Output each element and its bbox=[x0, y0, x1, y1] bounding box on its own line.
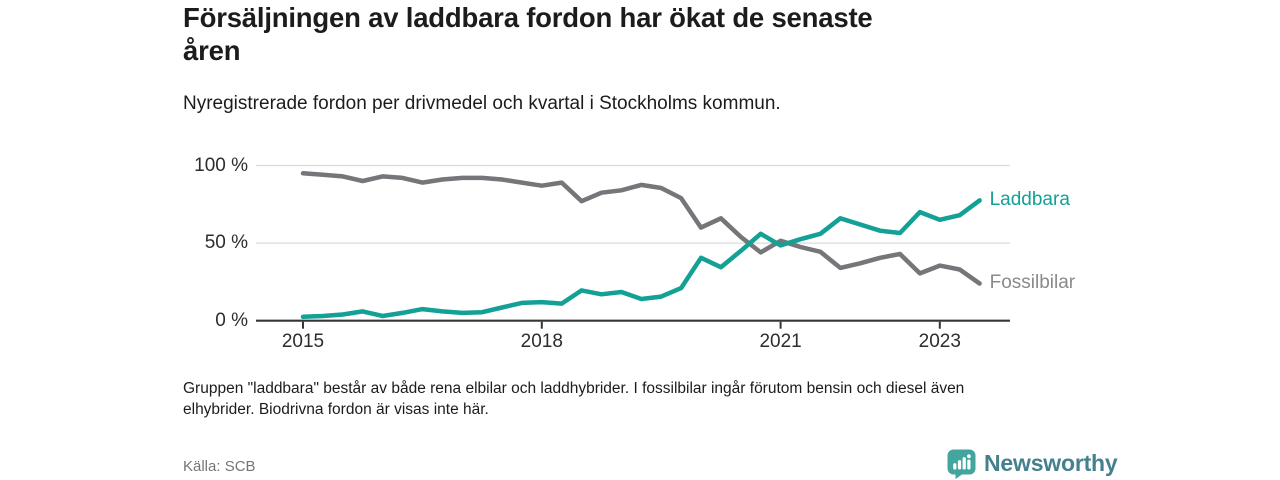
title-line-2: åren bbox=[183, 35, 241, 66]
series-line-laddbara bbox=[300, 198, 982, 320]
series-line-fossilbilar bbox=[300, 171, 982, 286]
chart-subtitle: Nyregistrerade fordon per drivmedel och … bbox=[183, 93, 781, 114]
y-tick-label-100: 100 % bbox=[194, 154, 248, 176]
newsworthy-wordmark: Newsworthy bbox=[984, 450, 1118, 476]
x-tick-label-2023: 2023 bbox=[918, 331, 961, 352]
y-tick-label-0: 0 % bbox=[215, 309, 248, 331]
title-line-1: Försäljningen av laddbara fordon har öka… bbox=[183, 2, 873, 33]
x-tick-label-2015: 2015 bbox=[281, 331, 325, 352]
footnote-line-2: elhybrider. Biodrivna fordon är visas in… bbox=[183, 401, 489, 418]
series-label-fossilbilar: Fossilbilar bbox=[989, 272, 1076, 294]
x-tick-label-2021: 2021 bbox=[759, 331, 802, 352]
x-tick-label-2018: 2018 bbox=[520, 331, 563, 352]
newsworthy-logo: Newsworthy bbox=[946, 448, 1118, 479]
newsworthy-badge-icon bbox=[947, 449, 976, 479]
y-tick-label-50: 50 % bbox=[204, 232, 248, 254]
chart-footnote: Gruppen "laddbara" består av både rena e… bbox=[183, 378, 1083, 420]
source-note: Källa: SCB bbox=[183, 458, 256, 475]
page-title: Försäljningen av laddbara fordon har öka… bbox=[183, 1, 1083, 67]
series-label-laddbara: Laddbara bbox=[989, 189, 1070, 211]
footnote-line-1: Gruppen "laddbara" består av både rena e… bbox=[183, 380, 965, 397]
